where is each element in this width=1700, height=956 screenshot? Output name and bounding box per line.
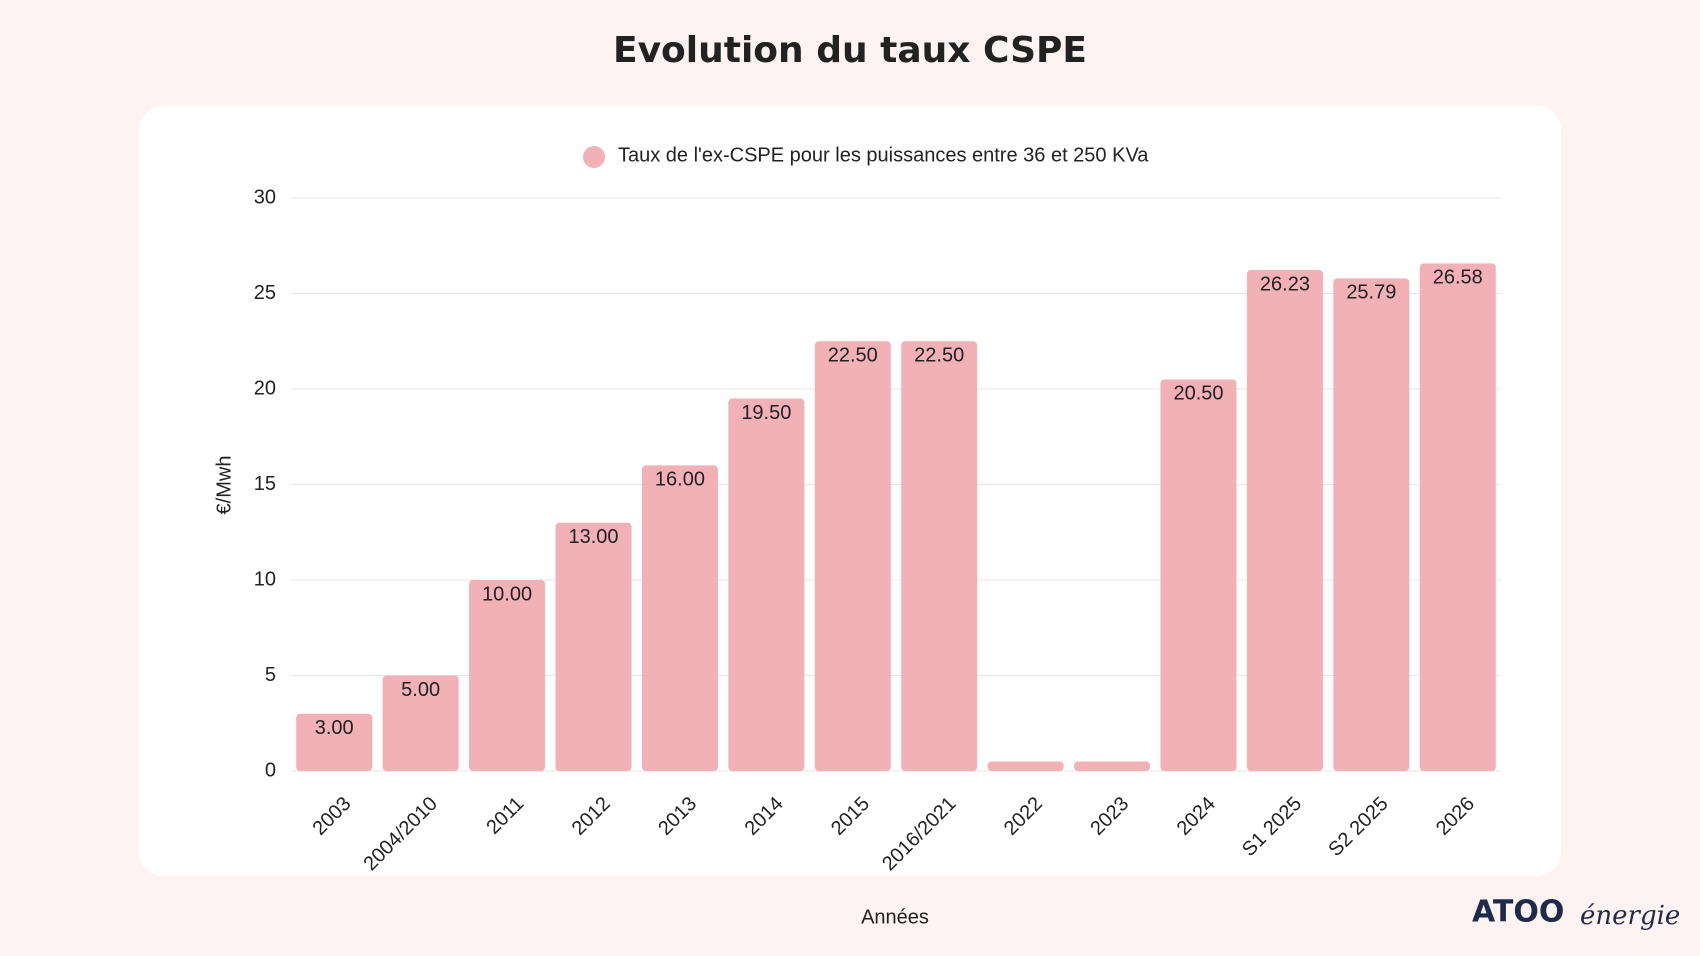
bar — [1419, 263, 1496, 771]
y-tick-label: 25 — [254, 282, 276, 304]
legend-marker — [583, 146, 605, 168]
bar — [469, 580, 546, 771]
bar — [1160, 379, 1237, 771]
bar — [296, 713, 373, 771]
bar — [1246, 270, 1323, 771]
y-tick-label: 15 — [254, 473, 276, 495]
bar — [382, 675, 459, 771]
bar — [1333, 278, 1410, 771]
data-label: 10.00 — [482, 583, 532, 605]
bar — [641, 465, 718, 771]
data-label: 22.50 — [828, 345, 878, 367]
data-label: 5.00 — [401, 679, 440, 701]
data-label: 20.50 — [1173, 383, 1223, 405]
bar — [555, 522, 632, 771]
bar — [901, 341, 978, 771]
data-label: 26.23 — [1260, 273, 1310, 295]
y-tick-label: 0 — [265, 759, 276, 781]
bar — [814, 341, 891, 771]
x-axis-label: Années — [861, 906, 929, 928]
data-label: 3.00 — [315, 717, 354, 739]
data-label: 19.50 — [741, 402, 791, 424]
y-tick-label: 20 — [254, 377, 276, 399]
data-label: 13.00 — [568, 526, 618, 548]
bar — [1074, 761, 1151, 771]
y-tick-label: 30 — [254, 186, 276, 208]
data-label: 16.00 — [655, 469, 705, 491]
data-label: 25.79 — [1346, 282, 1396, 304]
logo-tagline: énergie — [1580, 901, 1680, 931]
data-label: 26.58 — [1433, 267, 1483, 289]
y-axis-label: €/Mwh — [213, 456, 235, 515]
bar — [728, 398, 805, 771]
y-tick-label: 10 — [254, 568, 276, 590]
y-tick-label: 5 — [265, 664, 276, 686]
chart-title: Evolution du taux CSPE — [613, 30, 1087, 71]
logo-brand: ATOO — [1472, 895, 1564, 930]
data-label: 22.50 — [914, 345, 964, 367]
bar — [987, 761, 1064, 771]
legend-label: Taux de l'ex-CSPE pour les puissances en… — [618, 144, 1149, 166]
